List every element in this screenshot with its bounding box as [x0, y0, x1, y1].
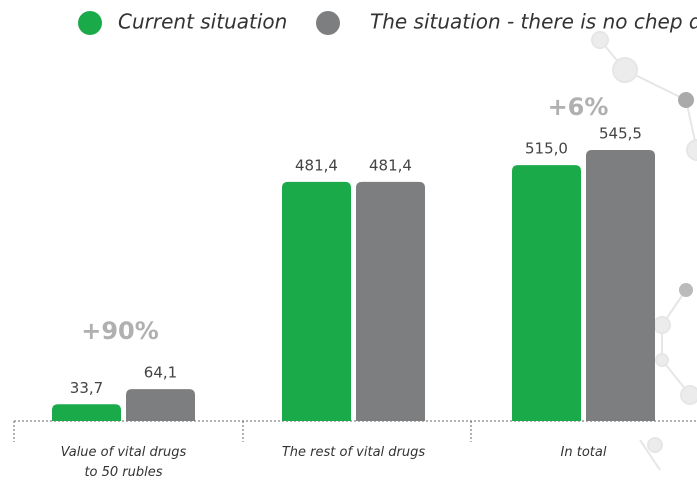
data-label: 515,0 [525, 140, 568, 158]
axis-line [13, 420, 697, 442]
bar [356, 181, 425, 421]
bar [282, 181, 351, 421]
data-label: 481,4 [295, 156, 338, 174]
bar [126, 389, 195, 421]
legend-marker [78, 11, 102, 35]
bar [586, 150, 655, 421]
legend-label: The situation - there is no chep drugs [370, 10, 697, 34]
data-label: 481,4 [369, 156, 412, 174]
molecule-decoration [591, 31, 697, 471]
bar [52, 404, 121, 421]
x-tick-label: In total [560, 445, 607, 460]
x-tick-label: The rest of vital drugs [281, 445, 426, 460]
legend-marker [316, 11, 340, 35]
data-label: 545,5 [599, 125, 642, 143]
bar [512, 165, 581, 421]
data-label: 64,1 [144, 364, 177, 382]
x-tick-label: Value of vital drugs to 50 rubles [60, 445, 187, 480]
annotation: +6% [548, 93, 609, 121]
legend-label: Current situation [118, 10, 287, 34]
annotation: +90% [81, 317, 159, 345]
data-label: 33,7 [70, 379, 103, 397]
